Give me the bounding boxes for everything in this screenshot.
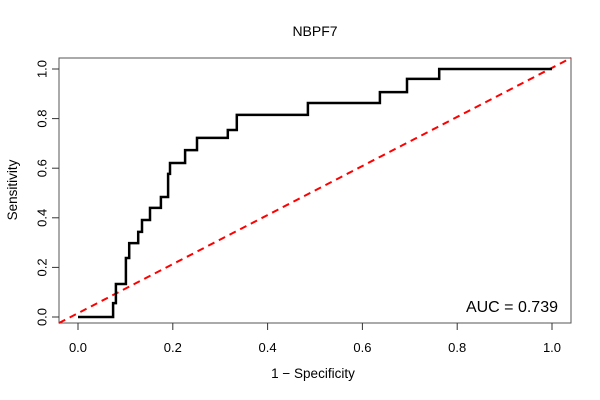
y-axis: 0.0 0.2 0.4 0.6 0.8 1.0 [35,60,59,326]
y-tick-label: 0.8 [35,110,50,128]
y-tick-label: 1.0 [35,60,50,78]
y-tick-label: 0.4 [35,209,50,227]
x-tick-label: 0.6 [353,340,371,355]
x-axis: 0.0 0.2 0.4 0.6 0.8 1.0 [69,323,561,355]
x-tick-label: 0.2 [164,340,182,355]
y-axis-label: Sensitivity [5,159,20,220]
chart-title: NBPF7 [292,23,337,39]
plot-area-box [58,57,572,324]
x-tick-label: 0.4 [259,340,277,355]
x-axis-label: 1 − Specificity [271,366,355,381]
y-tick-label: 0.6 [35,159,50,177]
chance-diagonal-line [58,57,572,324]
roc-curve [78,67,552,319]
x-tick-label: 0.8 [448,340,466,355]
y-tick-label: 0.2 [35,258,50,276]
y-tick-label: 0.0 [35,308,50,326]
auc-annotation: AUC = 0.739 [466,299,558,316]
x-tick-label: 0.0 [69,340,87,355]
x-tick-label: 1.0 [543,340,561,355]
